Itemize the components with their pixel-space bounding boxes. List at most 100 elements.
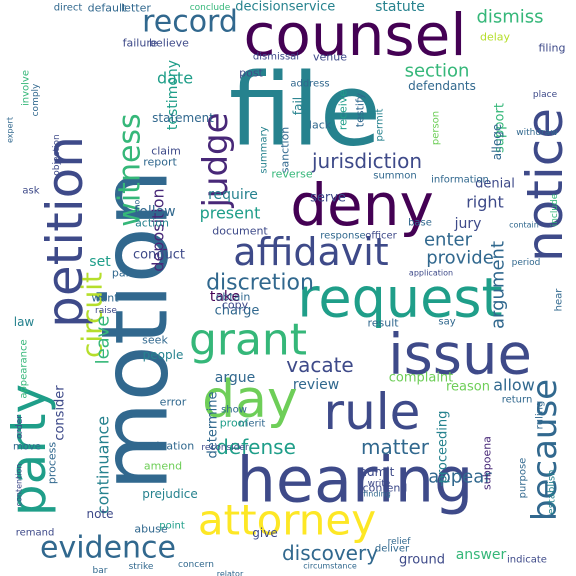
cloud-word-direct: direct <box>54 3 83 14</box>
cloud-word-right: right <box>466 193 504 212</box>
cloud-word-grant: grant <box>189 315 307 366</box>
cloud-word-set: set <box>89 254 111 270</box>
cloud-word-counsel: counsel <box>244 1 467 69</box>
cloud-word-jurisdiction: jurisdiction <box>311 149 422 173</box>
cloud-word-permit: permit <box>375 108 386 141</box>
cloud-word-strike: strike <box>129 562 154 572</box>
cloud-word-conclude: conclude <box>190 3 231 13</box>
cloud-word-person: person <box>431 111 442 145</box>
cloud-word-follow: follow <box>134 204 175 220</box>
cloud-word-response: response <box>320 231 365 242</box>
cloud-word-party: party <box>0 384 57 516</box>
cloud-word-lack: lack <box>309 119 332 132</box>
cloud-word-reconsider: reconsider <box>201 443 249 453</box>
cloud-word-testimony: testimony <box>165 60 181 130</box>
cloud-word-move: move <box>13 442 41 453</box>
cloud-word-base: base <box>408 218 432 229</box>
cloud-word-action: action <box>135 217 169 230</box>
cloud-word-expert: expert <box>6 117 15 143</box>
cloud-word-ask: ask <box>22 186 39 197</box>
cloud-word-denial: denial <box>475 177 515 192</box>
cloud-word-vacate: vacate <box>286 353 354 377</box>
cloud-word-ruling: ruling <box>535 401 546 430</box>
cloud-word-require: require <box>208 187 258 203</box>
cloud-word-examination: examination <box>126 440 194 453</box>
cloud-word-section: section <box>405 61 470 82</box>
cloud-word-contend: contend <box>363 482 408 495</box>
cloud-word-note: note <box>86 507 113 521</box>
cloud-word-believe: believe <box>149 37 189 50</box>
cloud-word-complaint: complaint <box>389 371 454 386</box>
cloud-word-issue: issue <box>388 323 532 388</box>
cloud-word-filing: filing <box>539 42 566 55</box>
cloud-word-comply: comply <box>31 83 41 116</box>
cloud-word-motion: motion <box>82 169 189 491</box>
cloud-word-write: write <box>368 479 391 489</box>
cloud-word-file: file <box>229 52 381 169</box>
cloud-word-indicate: indicate <box>507 555 547 566</box>
cloud-word-defense: defense <box>216 435 296 459</box>
cloud-word-law: law <box>14 315 35 329</box>
cloud-word-finding: finding <box>363 490 391 499</box>
cloud-word-enter: enter <box>424 230 473 251</box>
cloud-word-contention: contention <box>15 464 24 507</box>
cloud-word-take: take <box>210 289 240 305</box>
cloud-word-place: place <box>533 90 558 100</box>
cloud-word-claim: claim <box>151 145 181 158</box>
cloud-word-proof: proof <box>220 417 250 430</box>
cloud-word-receive: receive <box>337 90 350 130</box>
cloud-word-show: show <box>221 405 247 416</box>
cloud-word-error: error <box>160 396 187 409</box>
cloud-word-sanction: sanction <box>279 127 292 174</box>
cloud-word-officer: officer <box>365 231 397 242</box>
cloud-word-affidavit: affidavit <box>233 230 388 274</box>
cloud-word-relief: relief <box>388 537 412 547</box>
cloud-word-argument: argument <box>488 241 509 329</box>
cloud-word-dismissal: dismissal <box>253 52 299 63</box>
cloud-word-involve: involve <box>21 70 32 106</box>
cloud-word-summon: summon <box>373 171 417 182</box>
cloud-word-deny: deny <box>290 171 434 239</box>
cloud-word-process: process <box>46 442 59 485</box>
cloud-word-prejudice: prejudice <box>142 487 198 501</box>
cloud-word-provide: provide <box>426 248 494 269</box>
cloud-word-address: address <box>290 79 329 90</box>
cloud-word-amend: amend <box>144 460 182 473</box>
cloud-word-appear: appear <box>428 467 492 488</box>
cloud-word-consider: consider <box>53 385 68 441</box>
cloud-word-report: report <box>143 156 177 169</box>
cloud-word-failure: failure <box>123 37 158 50</box>
cloud-word-establish: establish <box>547 470 558 515</box>
cloud-word-present: present <box>200 204 261 223</box>
cloud-word-determine: determine <box>206 392 221 459</box>
cloud-word-continuance: continuance <box>94 416 113 514</box>
cloud-word-discretion: discretion <box>206 271 314 296</box>
cloud-word-contain: contain <box>509 221 539 230</box>
cloud-word-hear: hear <box>554 288 565 312</box>
cloud-word-reverse: reverse <box>271 168 313 181</box>
cloud-word-summary: summary <box>259 126 270 173</box>
cloud-word-copy: copy <box>222 299 249 312</box>
cloud-word-merit: merit <box>239 419 266 430</box>
cloud-word-want: want <box>91 292 119 305</box>
cloud-word-hearing: hearing <box>237 444 474 517</box>
cloud-word-jury: jury <box>454 216 482 232</box>
cloud-word-concern: concern <box>178 560 214 570</box>
cloud-word-statement: statement <box>152 111 214 125</box>
cloud-word-document: document <box>212 225 268 238</box>
cloud-word-include: include <box>550 193 560 226</box>
cloud-word-argue: argue <box>215 370 255 386</box>
cloud-word-period: period <box>512 258 541 268</box>
cloud-word-fail: fail <box>291 97 305 115</box>
cloud-word-raise: raise <box>95 306 117 316</box>
cloud-word-objection: objection <box>52 134 62 175</box>
cloud-word-circumstance: circumstance <box>303 562 357 571</box>
cloud-word-allow: allow <box>493 376 535 395</box>
cloud-word-evidence: evidence <box>40 531 176 566</box>
cloud-word-day: day <box>202 370 298 430</box>
cloud-word-point: point <box>159 521 185 532</box>
cloud-word-record: record <box>142 5 238 40</box>
cloud-word-attorney: attorney <box>198 496 376 545</box>
cloud-word-notice: notice <box>516 108 574 262</box>
